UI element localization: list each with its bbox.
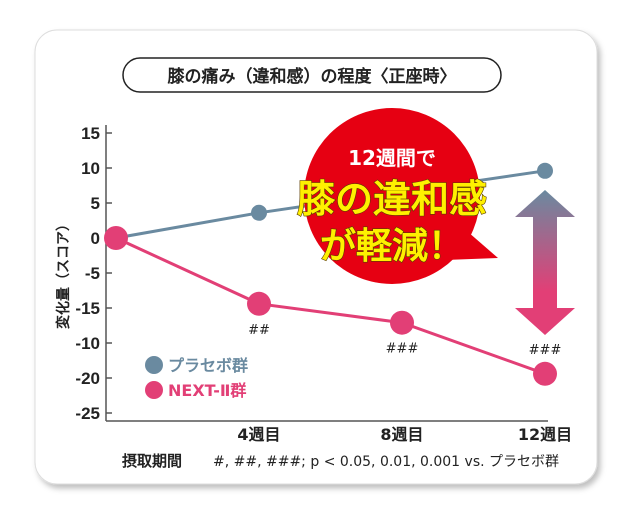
y-tick-label: -5 xyxy=(85,264,100,283)
significance-label: ### xyxy=(529,343,562,358)
series-line xyxy=(115,236,546,376)
data-point xyxy=(537,162,553,179)
legend-label: プラセボ群 xyxy=(168,356,248,375)
y-tick-label: 5 xyxy=(91,194,100,213)
difference-arrow xyxy=(515,190,575,335)
x-tick-label: 12週目 xyxy=(518,425,572,444)
significance-label: ### xyxy=(386,342,419,357)
y-axis-label: 変化量（スコア） xyxy=(55,217,72,329)
chart-title: 膝の痛み（違和感）の程度〈正座時〉 xyxy=(168,66,457,87)
data-point xyxy=(251,204,267,221)
legend-marker xyxy=(145,356,163,374)
title-pill xyxy=(122,57,502,93)
x-axis-label: 摂取期間 xyxy=(122,452,182,470)
y-tick-label: -20 xyxy=(75,369,100,388)
x-tick-label: 4週目 xyxy=(237,425,280,444)
y-tick-label: -15 xyxy=(75,299,100,318)
callout-line1: 12週間で xyxy=(348,146,436,170)
y-tick-label: -25 xyxy=(75,404,100,423)
significance-label: ## xyxy=(248,323,270,338)
data-point xyxy=(247,291,271,316)
legend-label: NEXT-Ⅱ群 xyxy=(168,381,246,400)
data-point xyxy=(104,226,128,250)
footnote: #, ##, ###; p < 0.05, 0.01, 0.001 vs. プラ… xyxy=(213,454,559,470)
y-tick-label: 0 xyxy=(91,229,100,248)
callout-line3: が軽減！ xyxy=(320,226,464,267)
x-tick-label: 8週目 xyxy=(380,425,423,444)
callout-bubble: 12週間で 膝の違和感 が軽減！ xyxy=(296,108,498,284)
y-tick-label: 10 xyxy=(81,159,100,178)
y-tick-label: 15 xyxy=(81,124,100,143)
data-point xyxy=(533,361,557,386)
callout-line2: 膝の違和感 xyxy=(297,177,487,221)
card xyxy=(34,29,598,485)
legend-marker xyxy=(145,381,163,399)
y-tick-label: -10 xyxy=(75,334,100,353)
data-point xyxy=(390,310,414,335)
